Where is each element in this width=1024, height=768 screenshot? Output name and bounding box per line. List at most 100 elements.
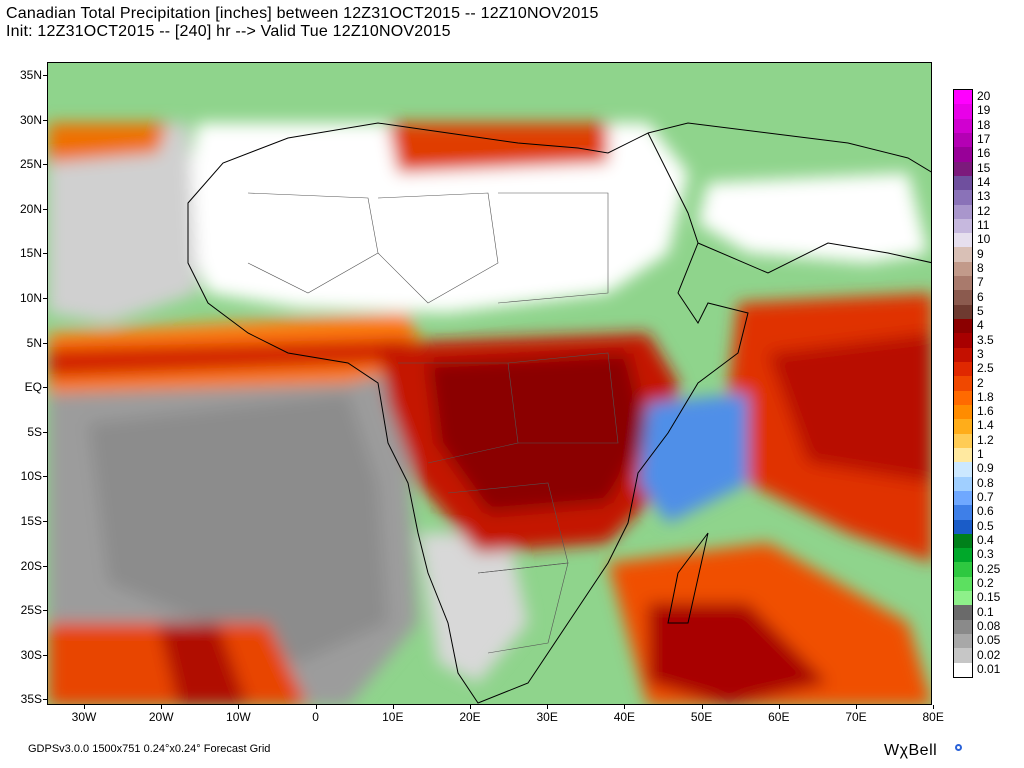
lon-tick — [238, 705, 240, 709]
lon-tick — [315, 705, 317, 709]
precipitation-map — [47, 62, 932, 705]
precipitation-legend-bar — [953, 89, 973, 678]
legend-swatch — [954, 319, 972, 334]
legend-label: 8 — [977, 260, 984, 275]
legend-swatch — [954, 362, 972, 377]
legend-swatch — [954, 204, 972, 220]
lon-label: 40E — [613, 710, 636, 724]
lon-tick — [778, 705, 780, 709]
lon-label: 50E — [690, 710, 713, 724]
legend-swatch — [954, 605, 972, 621]
legend-swatch — [954, 333, 972, 349]
lon-tick — [392, 705, 394, 709]
legend-label: 15 — [977, 160, 991, 175]
legend-label: 0.08 — [977, 618, 1001, 633]
lat-label: 15N — [19, 246, 42, 261]
legend-label: 6 — [977, 289, 984, 304]
legend-swatch — [954, 548, 972, 563]
legend-swatch — [954, 619, 972, 635]
legend-label: 18 — [977, 117, 991, 132]
legend-label: 1.4 — [977, 418, 994, 433]
lat-label: 30S — [20, 647, 42, 662]
lat-label: 35N — [19, 68, 42, 82]
lat-label: 25S — [20, 603, 42, 618]
lat-label: 35S — [20, 692, 42, 707]
lat-tick — [43, 521, 47, 522]
lat-tick — [43, 387, 47, 389]
lat-label: 10S — [20, 469, 42, 484]
legend-swatch — [954, 147, 972, 163]
legend-label: 0.8 — [977, 475, 994, 490]
legend-label: 0.6 — [977, 504, 994, 519]
legend-swatch — [954, 533, 972, 549]
legend-label: 11 — [977, 218, 990, 232]
legend-swatch — [954, 376, 972, 392]
legend-swatch — [954, 462, 972, 478]
legend-swatch — [954, 233, 972, 248]
legend-label: 13 — [977, 189, 991, 204]
legend-label: 0.9 — [977, 461, 994, 476]
legend-swatch — [954, 261, 972, 277]
lon-label: 70E — [845, 710, 867, 724]
lat-tick — [43, 119, 47, 121]
legend-label: 0.25 — [977, 561, 1001, 576]
legend-swatch — [954, 304, 972, 320]
legend-swatch — [954, 576, 972, 592]
legend-label: 1.2 — [977, 432, 994, 447]
legend-swatch — [954, 90, 972, 105]
lat-label: 5S — [27, 424, 42, 439]
lat-tick — [43, 75, 47, 76]
legend-swatch — [954, 447, 972, 463]
weatherbell-logo: WχBell — [884, 742, 938, 759]
legend-label: 1.8 — [977, 389, 994, 404]
legend-label: 0.05 — [977, 633, 1001, 648]
lat-label: 20N — [19, 201, 42, 216]
legend-swatch — [954, 476, 972, 492]
legend-swatch — [954, 190, 972, 206]
legend-label: 3 — [977, 346, 984, 361]
lon-label: 30W — [71, 710, 97, 724]
lon-tick — [470, 705, 471, 709]
lat-tick — [43, 208, 47, 210]
legend-label: 0.5 — [977, 518, 994, 533]
logo-dot-icon — [955, 744, 962, 751]
legend-swatch — [954, 662, 972, 678]
legend-label: 17 — [977, 132, 991, 147]
lon-label: 80E — [922, 710, 944, 724]
legend-swatch — [954, 276, 972, 291]
lon-tick — [856, 705, 857, 709]
legend-label: 20 — [977, 89, 991, 104]
lon-tick — [161, 705, 163, 709]
legend-swatch — [954, 218, 972, 234]
lat-tick — [43, 298, 47, 299]
legend-label: 2 — [977, 375, 984, 390]
legend-swatch — [954, 419, 972, 435]
lat-label: 30N — [19, 112, 42, 127]
lon-label: 10E — [382, 710, 404, 724]
legend-label: 0.2 — [977, 575, 994, 590]
lat-label: 5N — [26, 335, 42, 350]
legend-label: 9 — [977, 246, 984, 261]
legend-label: 0.02 — [977, 647, 1001, 662]
lat-label: 20S — [20, 558, 42, 573]
legend-swatch — [954, 591, 972, 606]
legend-label: 4 — [977, 318, 984, 333]
map-title: Canadian Total Precipitation [inches] be… — [6, 5, 599, 22]
lat-label: 10N — [19, 291, 42, 305]
lat-label: EQ — [24, 380, 42, 395]
legend-label: 5 — [977, 303, 984, 318]
legend-label: 19 — [977, 103, 991, 118]
legend-label: 1.6 — [977, 404, 994, 419]
legend-swatch — [954, 132, 972, 148]
legend-label: 0.3 — [977, 547, 994, 562]
legend-label: 1 — [977, 447, 984, 462]
lon-label: 60E — [768, 710, 790, 724]
legend-label: 0.4 — [977, 532, 994, 547]
legend-swatch — [954, 347, 972, 363]
lon-label: 20W — [148, 710, 174, 724]
lon-tick — [933, 705, 935, 709]
legend-label: 2.5 — [977, 361, 994, 376]
legend-swatch — [954, 634, 972, 649]
legend-swatch — [954, 490, 972, 506]
legend-swatch — [954, 390, 972, 406]
